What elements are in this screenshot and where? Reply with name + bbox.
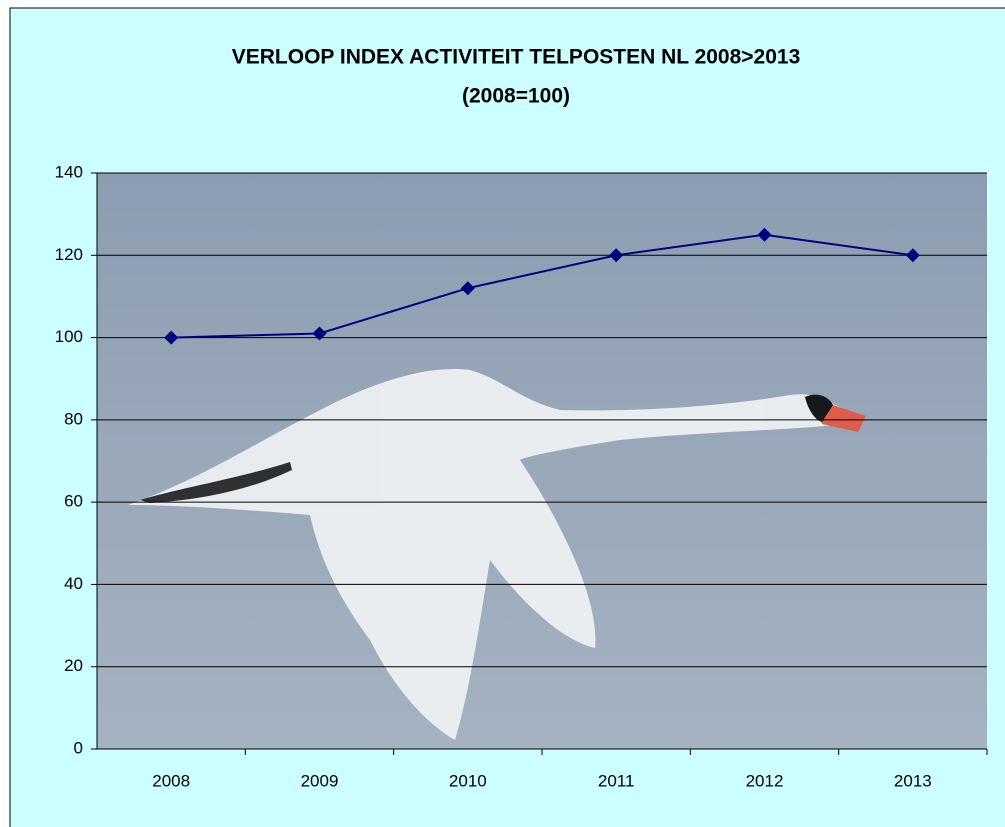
x-tick-label: 2008	[152, 771, 190, 790]
x-tick-label: 2011	[598, 771, 635, 790]
chart-title: VERLOOP INDEX ACTIVITEIT TELPOSTEN NL 20…	[232, 46, 801, 69]
y-tick-label: 100	[55, 327, 83, 346]
x-tick-label: 2012	[746, 771, 784, 790]
x-tick-label: 2010	[449, 771, 487, 790]
chart: VERLOOP INDEX ACTIVITEIT TELPOSTEN NL 20…	[0, 0, 1005, 827]
y-tick-label: 80	[64, 409, 83, 428]
chart-subtitle: (2008=100)	[462, 85, 570, 108]
y-tick-label: 120	[55, 245, 83, 264]
y-tick-label: 140	[55, 162, 83, 181]
x-tick-label: 2009	[301, 771, 339, 790]
y-tick-label: 60	[64, 492, 83, 511]
y-tick-label: 0	[74, 738, 83, 757]
y-tick-label: 40	[64, 574, 83, 593]
y-tick-label: 20	[64, 656, 83, 675]
x-tick-label: 2013	[894, 771, 932, 790]
